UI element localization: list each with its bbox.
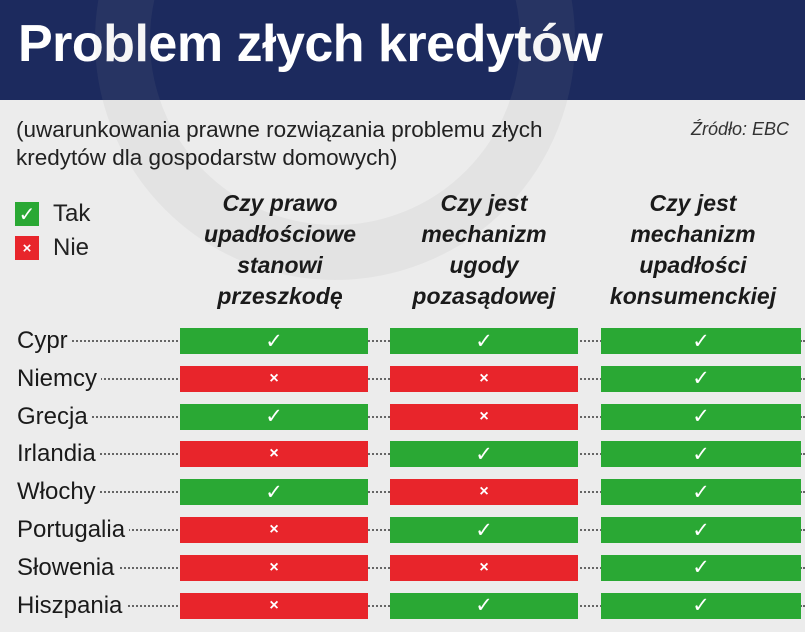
check-icon: ✓ — [390, 441, 578, 468]
cross-icon: × — [390, 403, 578, 430]
country-label: Grecja — [17, 402, 92, 431]
check-icon: ✓ — [601, 592, 801, 619]
column-header-consumer-bankruptcy: Czy jest mechanizm upadłości konsumencki… — [609, 190, 777, 309]
source-note: Źródło: EBC — [690, 119, 789, 139]
cross-icon: × — [180, 592, 368, 619]
table-row: Słowenia × × ✓ — [0, 553, 805, 582]
check-icon: ✓ — [601, 441, 801, 468]
country-label: Hiszpania — [17, 591, 127, 620]
legend-item-no: × Nie — [15, 234, 90, 261]
country-label: Słowenia — [17, 553, 119, 582]
check-icon: ✓ — [180, 328, 368, 354]
table-row: Portugalia × ✓ ✓ — [0, 516, 805, 544]
chart-subtitle: (uwarunkowania prawne rozwiązania proble… — [16, 117, 543, 170]
table-row: Grecja ✓ × ✓ — [0, 402, 805, 431]
legend-label-yes: Tak — [53, 200, 91, 227]
check-icon: ✓ — [15, 202, 39, 226]
check-icon: ✓ — [601, 517, 801, 543]
table-row: Włochy ✓ × ✓ — [0, 478, 805, 507]
legend-item-yes: ✓ Tak — [15, 200, 91, 227]
check-icon: ✓ — [390, 517, 578, 543]
cross-icon: × — [180, 554, 368, 581]
table-row: Irlandia × ✓ ✓ — [0, 440, 805, 469]
column-header-settlement: Czy jest mechanizm ugody pozasądowej — [412, 190, 556, 309]
check-icon: ✓ — [601, 554, 801, 581]
country-label: Portugalia — [17, 516, 130, 544]
table-row: Niemcy × × ✓ — [0, 364, 805, 393]
cross-icon: × — [180, 441, 368, 468]
page-title: Problem złych kredytów — [18, 15, 603, 73]
check-icon: ✓ — [601, 479, 801, 506]
table-row: Hiszpania × ✓ ✓ — [0, 591, 805, 620]
cross-icon: × — [390, 554, 578, 581]
legend-label-no: Nie — [53, 234, 90, 261]
check-icon: ✓ — [601, 365, 801, 392]
cross-icon: × — [180, 365, 368, 392]
cross-icon: × — [390, 365, 578, 392]
check-icon: ✓ — [601, 403, 801, 430]
cross-icon: × — [15, 236, 39, 260]
cross-icon: × — [180, 517, 368, 543]
check-icon: ✓ — [180, 479, 368, 506]
country-label: Cypr — [17, 327, 72, 355]
check-icon: ✓ — [601, 328, 801, 354]
country-label: Niemcy — [17, 364, 102, 393]
column-header-bankruptcy-law: Czy prawo upadłościowe stanowi przeszkod… — [203, 190, 357, 309]
country-label: Irlandia — [17, 440, 100, 469]
check-icon: ✓ — [180, 403, 368, 430]
check-icon: ✓ — [390, 592, 578, 619]
cross-icon: × — [390, 479, 578, 506]
table-row: Cypr ✓ ✓ ✓ — [0, 327, 805, 355]
country-label: Włochy — [17, 478, 100, 507]
decorative-ring — [95, 0, 575, 100]
check-icon: ✓ — [390, 328, 578, 354]
header-banner: Problem złych kredytów — [0, 0, 805, 100]
